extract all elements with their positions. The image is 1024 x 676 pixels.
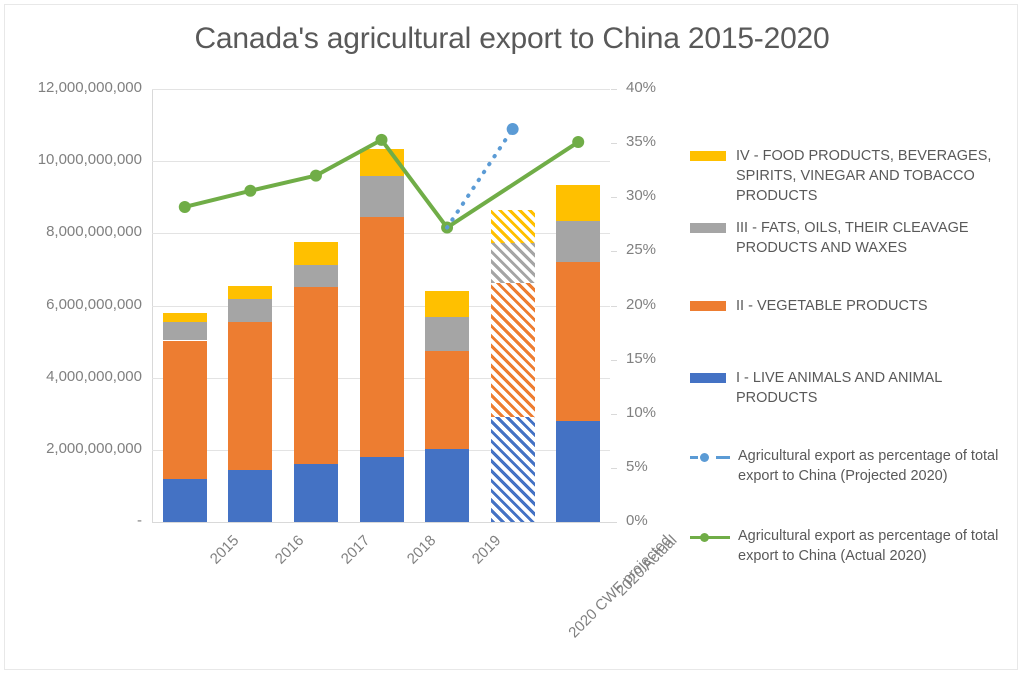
y-axis-right-tickmark <box>611 89 617 90</box>
legend-marker-dot <box>700 453 709 462</box>
bar-column[interactable] <box>228 89 273 522</box>
legend-item-label: Agricultural export as percentage of tot… <box>738 448 999 484</box>
bar-segment-iv[interactable] <box>293 241 338 265</box>
legend-item[interactable]: III - FATS, OILS, THEIR CLEAVAGE PRODUCT… <box>690 218 1008 258</box>
bar-column[interactable] <box>425 89 470 522</box>
y-axis-left-tick-label: 12,000,000,000 <box>37 79 142 96</box>
legend-item-label: I - LIVE ANIMALS AND ANIMAL PRODUCTS <box>736 370 942 406</box>
y-axis-right-tick-label: 0% <box>626 512 648 529</box>
legend-color-swatch <box>690 301 726 311</box>
y-axis-right-tickmark <box>611 467 617 469</box>
bar-segment-i[interactable] <box>162 479 207 522</box>
bar-segment-i[interactable] <box>359 457 404 522</box>
y-axis-right-tick-label: 35% <box>626 133 657 151</box>
bar-segment-i[interactable] <box>228 470 273 522</box>
legend-item-label: III - FATS, OILS, THEIR CLEAVAGE PRODUCT… <box>736 220 969 256</box>
y-axis-right-tickmark <box>611 143 617 145</box>
bar-segment-i[interactable] <box>425 449 470 522</box>
legend-line <box>690 536 730 539</box>
bar-segment-ii[interactable] <box>162 340 207 480</box>
bar-segment-iii[interactable] <box>228 299 273 323</box>
legend-item-label: IV - FOOD PRODUCTS, BEVERAGES, SPIRITS, … <box>736 148 992 204</box>
y-axis-right-tick-label: 30% <box>626 187 657 205</box>
legend-item[interactable]: Agricultural export as percentage of tot… <box>690 526 1010 566</box>
bar-segment-ii[interactable] <box>293 286 338 464</box>
y-axis-right-tick-label: 15% <box>626 349 657 367</box>
bar-segment-ii[interactable] <box>425 350 470 450</box>
y-axis-right-tick-label: 5% <box>626 457 648 475</box>
legend-color-swatch <box>690 373 726 383</box>
legend-line-swatch <box>690 450 730 464</box>
y-axis-right-tickmark <box>611 522 617 523</box>
bar-segment-iii[interactable] <box>162 321 207 341</box>
bar-segment-iv[interactable] <box>228 286 273 300</box>
y-axis-right-tickmark <box>611 413 617 415</box>
bar-column[interactable] <box>490 89 535 522</box>
y-axis-right-tickmark <box>611 359 617 361</box>
legend-item[interactable]: I - LIVE ANIMALS AND ANIMAL PRODUCTS <box>690 368 1008 408</box>
legend-line-swatch <box>690 530 730 544</box>
bar-column[interactable] <box>556 89 601 522</box>
bar-segment-iv[interactable] <box>359 149 404 176</box>
bar-segment-iv[interactable] <box>425 291 470 318</box>
bar-segment-iv[interactable] <box>556 184 601 222</box>
y-axis-left-tick-label: 10,000,000,000 <box>37 151 142 169</box>
bar-segment-iv[interactable] <box>162 312 207 322</box>
bar-segment-iii[interactable] <box>293 264 338 287</box>
bar-segment-ii[interactable] <box>228 322 273 471</box>
legend-color-swatch <box>690 223 726 233</box>
y-axis-right-tick-label: 40% <box>626 79 657 96</box>
y-axis-left-tick-label: - <box>137 512 142 529</box>
bar-segment-i[interactable] <box>293 463 338 522</box>
legend-item-label: II - VEGETABLE PRODUCTS <box>736 298 928 314</box>
y-axis-right-tick-label: 10% <box>626 403 657 421</box>
bar-segment-ii[interactable] <box>359 217 404 458</box>
legend-item[interactable]: Agricultural export as percentage of tot… <box>690 446 1010 486</box>
bar-segment-i[interactable] <box>556 420 601 522</box>
y-axis-right-tickmark <box>611 197 617 199</box>
legend-dash <box>716 456 730 459</box>
y-axis-right-tickmark <box>611 305 617 307</box>
y-axis-left-tick-label: 2,000,000,000 <box>46 439 142 457</box>
bar-segment-iii[interactable] <box>425 317 470 351</box>
bar-column[interactable] <box>293 89 338 522</box>
gridline <box>152 89 610 90</box>
y-axis-right-tick-label: 20% <box>626 295 657 313</box>
bar-column[interactable] <box>359 89 404 522</box>
bar-segment-iv[interactable] <box>490 209 535 243</box>
bar-segment-ii[interactable] <box>490 283 535 418</box>
y-axis-left-tick-label: 4,000,000,000 <box>46 367 142 385</box>
bar-segment-i[interactable] <box>490 417 535 522</box>
y-axis-left-tick-label: 8,000,000,000 <box>46 223 142 241</box>
bar-segment-iii[interactable] <box>359 175 404 218</box>
y-axis-right-tick-label: 25% <box>626 241 657 259</box>
chart-title: Canada's agricultural export to China 20… <box>194 22 830 55</box>
bar-segment-iii[interactable] <box>490 242 535 284</box>
legend-color-swatch <box>690 151 726 161</box>
y-axis-left-tick-label: 6,000,000,000 <box>46 295 142 313</box>
bar-column[interactable] <box>162 89 207 522</box>
page-border <box>4 4 1018 670</box>
bar-segment-ii[interactable] <box>556 262 601 421</box>
legend-marker-dot <box>700 533 709 542</box>
y-axis-right-tickmark <box>611 251 617 253</box>
legend-item[interactable]: II - VEGETABLE PRODUCTS <box>690 296 1008 316</box>
legend-item-label: Agricultural export as percentage of tot… <box>738 528 999 564</box>
legend-dash <box>690 456 698 459</box>
bar-segment-iii[interactable] <box>556 221 601 263</box>
x-axis-line <box>152 522 611 523</box>
legend-item[interactable]: IV - FOOD PRODUCTS, BEVERAGES, SPIRITS, … <box>690 146 1008 206</box>
